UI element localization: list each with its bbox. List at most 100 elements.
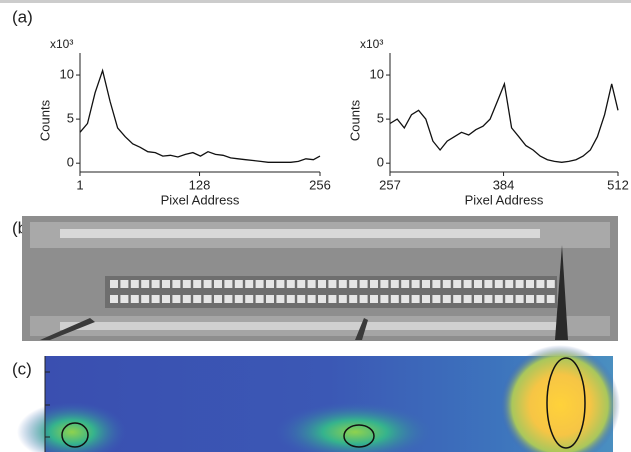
pad	[318, 280, 326, 288]
pad	[494, 295, 503, 303]
pad	[505, 280, 514, 288]
y-tick-label: 10	[60, 66, 74, 81]
top-rule	[0, 0, 631, 3]
y-axis-label: Counts	[37, 99, 52, 141]
pad	[182, 280, 191, 288]
pad	[442, 280, 451, 288]
pad	[515, 295, 524, 303]
pad	[307, 295, 316, 303]
pad	[141, 295, 150, 303]
pad	[286, 295, 295, 303]
pad	[234, 280, 243, 288]
pad	[172, 295, 181, 303]
pad	[442, 295, 451, 303]
pad	[463, 295, 472, 303]
pad	[526, 295, 534, 303]
pad	[162, 295, 170, 303]
y-multiplier: x10³	[50, 37, 73, 51]
x-axis-label: Pixel Address	[161, 192, 240, 207]
x-tick-label: 256	[309, 177, 331, 192]
pad	[411, 295, 420, 303]
x-tick-label: 257	[379, 177, 401, 192]
pad	[370, 295, 378, 303]
pad	[401, 295, 410, 303]
pad	[266, 295, 274, 303]
pad	[526, 280, 534, 288]
pad	[255, 280, 264, 288]
x-axis-label: Pixel Address	[465, 192, 544, 207]
pad	[151, 295, 160, 303]
x-tick-label: 384	[493, 177, 515, 192]
pad	[110, 295, 118, 303]
pad	[359, 280, 368, 288]
pad	[203, 280, 212, 288]
pad	[338, 280, 347, 288]
pad	[453, 295, 462, 303]
pad	[422, 280, 430, 288]
pad	[484, 295, 493, 303]
pad	[182, 295, 191, 303]
pad	[193, 280, 202, 288]
pad	[370, 280, 378, 288]
pad	[224, 295, 233, 303]
pad	[474, 280, 482, 288]
pad	[432, 280, 441, 288]
data-line	[79, 68, 321, 163]
pad	[536, 295, 545, 303]
pad	[193, 295, 202, 303]
data-line	[389, 81, 619, 163]
pad	[453, 280, 462, 288]
heatmap	[17, 345, 620, 452]
pad	[505, 295, 514, 303]
pad	[286, 280, 295, 288]
pad	[162, 280, 170, 288]
y-tick-label: 0	[377, 155, 384, 170]
pad	[546, 295, 555, 303]
pad	[401, 280, 410, 288]
panel-label: (c)	[12, 359, 32, 378]
pad	[245, 280, 254, 288]
pad	[484, 280, 493, 288]
y-multiplier: x10³	[360, 37, 383, 51]
pad	[359, 295, 368, 303]
pad	[172, 280, 181, 288]
pad	[318, 295, 326, 303]
panel-label: (a)	[12, 7, 33, 26]
y-tick-label: 0	[67, 155, 74, 170]
pad	[463, 280, 472, 288]
pad	[224, 280, 233, 288]
pad	[411, 280, 420, 288]
pad	[546, 280, 555, 288]
x-tick-label: 512	[607, 177, 629, 192]
pad	[297, 280, 306, 288]
pad	[536, 280, 545, 288]
pad	[255, 295, 264, 303]
pad	[276, 295, 285, 303]
pad	[234, 295, 243, 303]
y-tick-label: 10	[370, 66, 384, 81]
pad	[245, 295, 254, 303]
pad	[110, 280, 118, 288]
pad	[349, 295, 358, 303]
pad	[130, 280, 139, 288]
micrograph	[22, 216, 618, 341]
pad	[120, 280, 129, 288]
pad	[214, 295, 222, 303]
y-axis-label: Counts	[347, 99, 362, 141]
pad	[474, 295, 482, 303]
pad	[130, 295, 139, 303]
pad	[328, 295, 337, 303]
pad	[214, 280, 222, 288]
pad	[380, 280, 389, 288]
pad	[515, 280, 524, 288]
pad	[141, 280, 150, 288]
x-tick-label: 1	[76, 177, 83, 192]
x-tick-label: 128	[189, 177, 211, 192]
pad	[390, 280, 399, 288]
y-tick-label: 5	[67, 111, 74, 126]
pad	[307, 280, 316, 288]
pad	[120, 295, 129, 303]
pad	[432, 295, 441, 303]
pad	[266, 280, 274, 288]
